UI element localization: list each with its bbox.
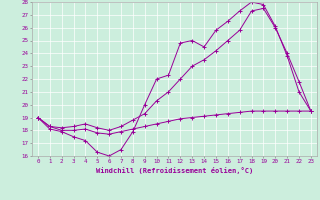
X-axis label: Windchill (Refroidissement éolien,°C): Windchill (Refroidissement éolien,°C): [96, 167, 253, 174]
